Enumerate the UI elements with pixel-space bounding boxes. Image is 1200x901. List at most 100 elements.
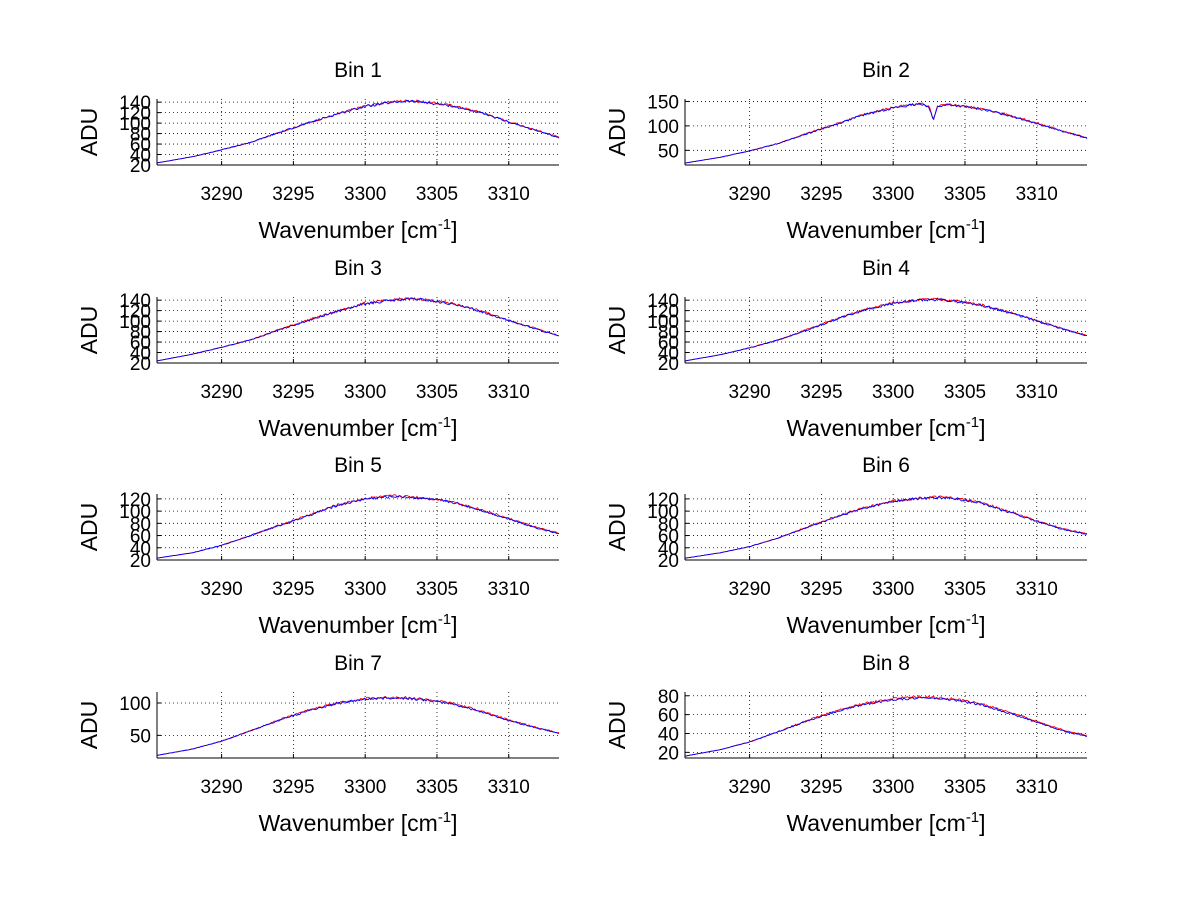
series-line-2 — [684, 696, 1088, 757]
y-tick-label: 120 — [119, 104, 151, 125]
y-tick-label: 50 — [130, 726, 151, 747]
y-tick-label: 100 — [647, 502, 679, 523]
x-tick-label: 3305 — [416, 382, 458, 403]
subplot-3: Bin 3 3290 3295 3300 3305 3310 204060801001201… — [76, 257, 560, 441]
x-tick-label: 3295 — [272, 777, 314, 798]
y-axis-label: ADU — [76, 701, 102, 750]
subplot-title: Bin 7 — [334, 652, 382, 675]
subplot-title: Bin 3 — [334, 257, 382, 280]
subplot-title: Bin 2 — [862, 59, 910, 82]
y-tick-label: 20 — [130, 156, 151, 177]
series-line-1 — [684, 297, 1088, 362]
x-tick-label: 3290 — [200, 382, 242, 403]
y-tick-label: 50 — [658, 141, 679, 162]
series-line-2 — [156, 696, 560, 756]
y-tick-label: 80 — [658, 514, 679, 535]
y-tick-label: 20 — [130, 354, 151, 375]
subplot-title: Bin 1 — [334, 59, 382, 82]
y-axis-label: ADU — [604, 701, 630, 750]
y-tick-label: 80 — [658, 323, 679, 344]
series-line-2 — [684, 496, 1087, 559]
x-axis-label: Wavenumber [cm-1] — [258, 216, 457, 243]
subplot-title: Bin 6 — [862, 454, 910, 477]
x-tick-label: 3305 — [944, 184, 986, 205]
y-tick-label: 60 — [658, 527, 679, 548]
series-line-2 — [156, 495, 560, 559]
y-tick-label: 40 — [658, 539, 679, 560]
y-tick-label: 140 — [119, 93, 151, 114]
y-tick-label: 60 — [658, 333, 679, 354]
x-axis-label: Wavenumber [cm-1] — [258, 611, 457, 638]
series-line-1 — [156, 695, 560, 756]
x-tick-label: 3295 — [800, 777, 842, 798]
x-axis-label: Wavenumber [cm-1] — [258, 414, 457, 441]
x-tick-label: 3290 — [728, 184, 770, 205]
y-axis-label: ADU — [76, 108, 102, 157]
x-tick-label: 3310 — [1016, 184, 1058, 205]
series-line-2 — [684, 297, 1087, 362]
x-tick-label: 3295 — [272, 184, 314, 205]
x-tick-label: 3300 — [344, 184, 386, 205]
x-tick-label: 3310 — [1016, 777, 1058, 798]
x-tick-label: 3310 — [488, 184, 530, 205]
x-axis-label: Wavenumber [cm-1] — [258, 809, 457, 836]
y-tick-label: 140 — [119, 291, 151, 312]
y-tick-label: 140 — [647, 291, 679, 312]
y-tick-label: 60 — [130, 135, 151, 156]
y-tick-label: 40 — [658, 724, 679, 745]
series-line-1 — [684, 102, 1088, 164]
y-tick-label: 100 — [647, 117, 679, 138]
x-tick-label: 3310 — [1016, 382, 1058, 403]
x-tick-label: 3290 — [728, 777, 770, 798]
y-tick-label: 80 — [130, 125, 151, 146]
x-tick-label: 3305 — [416, 184, 458, 205]
x-tick-label: 3290 — [200, 579, 242, 600]
x-tick-label: 3300 — [872, 777, 914, 798]
x-tick-label: 3300 — [344, 777, 386, 798]
series-line-1 — [684, 695, 1088, 757]
x-tick-label: 3310 — [488, 382, 530, 403]
x-axis-label: Wavenumber [cm-1] — [786, 216, 985, 243]
y-tick-label: 40 — [130, 146, 151, 167]
x-tick-label: 3295 — [272, 579, 314, 600]
y-tick-label: 120 — [119, 302, 151, 323]
x-tick-label: 3290 — [728, 382, 770, 403]
x-tick-label: 3295 — [800, 382, 842, 403]
y-tick-label: 100 — [119, 502, 151, 523]
y-tick-label: 80 — [130, 514, 151, 535]
y-tick-label: 20 — [130, 551, 151, 572]
subplot-title: Bin 8 — [862, 652, 910, 675]
x-tick-label: 3310 — [488, 777, 530, 798]
series-line-2 — [684, 102, 1088, 164]
x-axis-label: Wavenumber [cm-1] — [786, 809, 985, 836]
x-tick-label: 3310 — [1016, 579, 1058, 600]
x-tick-label: 3305 — [416, 777, 458, 798]
y-tick-label: 100 — [119, 312, 151, 333]
x-tick-label: 3300 — [872, 579, 914, 600]
y-tick-label: 20 — [658, 354, 679, 375]
y-tick-label: 120 — [119, 490, 151, 511]
y-tick-label: 120 — [647, 302, 679, 323]
x-tick-label: 3300 — [872, 382, 914, 403]
x-axis-label: Wavenumber [cm-1] — [786, 414, 985, 441]
series-line-1 — [156, 296, 560, 362]
y-axis-label: ADU — [76, 503, 102, 552]
y-tick-label: 150 — [647, 92, 679, 113]
x-tick-label: 3305 — [944, 579, 986, 600]
y-tick-label: 40 — [130, 344, 151, 365]
y-tick-label: 100 — [119, 694, 151, 715]
series-line-2 — [156, 297, 560, 362]
subplot-4: Bin 4 3290 3295 3300 3305 3310 204060801001201… — [604, 257, 1088, 441]
x-tick-label: 3290 — [728, 579, 770, 600]
y-tick-label: 80 — [130, 323, 151, 344]
subplot-2: Bin 2 3290 3295 3300 3305 3310 50 100 150 ADU Wave… — [604, 59, 1088, 243]
x-tick-label: 3295 — [800, 579, 842, 600]
y-axis-label: ADU — [604, 503, 630, 552]
y-tick-label: 20 — [658, 743, 679, 764]
y-tick-label: 60 — [130, 333, 151, 354]
subplot-1: Bin 1 3290 3295 3300 3305 3310 204060801001201… — [76, 59, 560, 243]
y-tick-label: 60 — [658, 706, 679, 727]
y-tick-label: 40 — [658, 344, 679, 365]
